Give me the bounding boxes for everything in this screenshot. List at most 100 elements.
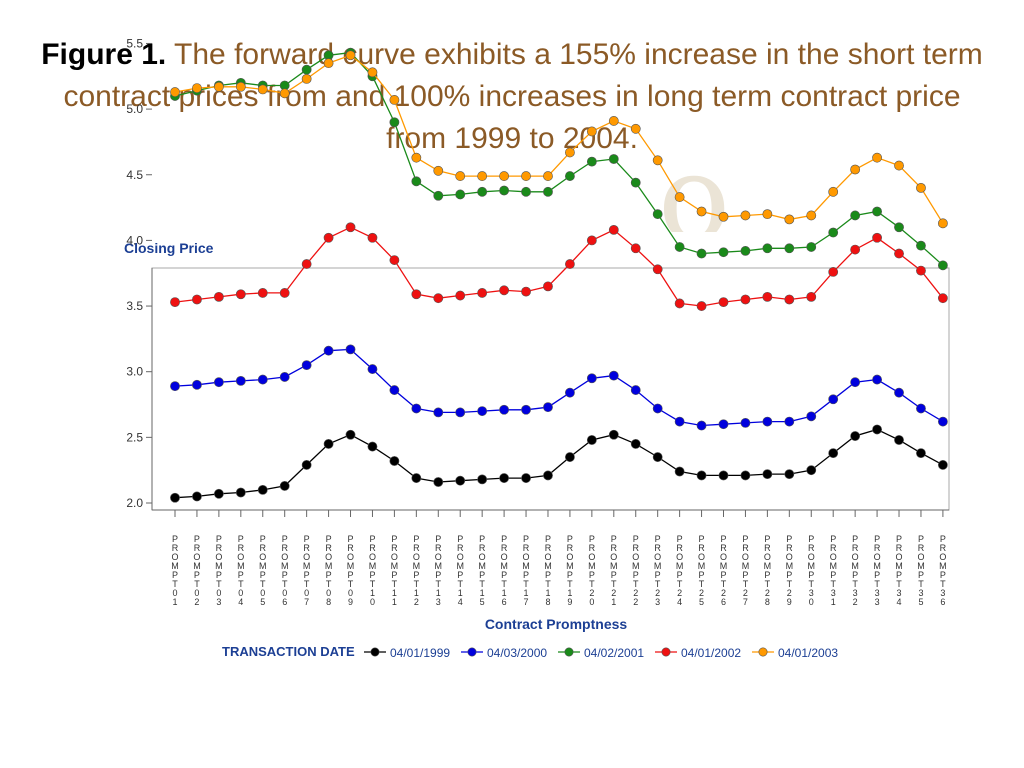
data-point xyxy=(301,74,312,84)
data-point xyxy=(170,87,180,97)
data-point xyxy=(345,429,356,440)
data-point xyxy=(367,67,378,78)
legend-swatch-marker xyxy=(661,647,671,657)
data-point xyxy=(235,487,246,498)
data-point xyxy=(608,154,619,164)
data-point xyxy=(170,492,180,503)
data-point xyxy=(894,160,904,171)
data-point xyxy=(411,289,422,300)
data-point xyxy=(916,240,926,251)
data-point xyxy=(323,58,334,69)
data-point xyxy=(389,255,400,265)
data-point xyxy=(586,435,597,445)
data-point xyxy=(477,406,488,416)
data-point xyxy=(608,116,619,126)
data-point xyxy=(850,210,861,221)
data-point xyxy=(521,404,531,415)
data-point xyxy=(433,293,444,304)
data-point xyxy=(828,267,839,277)
data-point xyxy=(740,210,751,221)
data-point xyxy=(894,435,904,445)
series-line-04/01/2002 xyxy=(174,226,944,307)
data-point xyxy=(301,460,312,470)
series-line-04/01/2003 xyxy=(174,54,944,224)
data-point xyxy=(850,244,861,255)
data-point xyxy=(806,465,817,476)
data-point xyxy=(192,379,202,390)
data-point xyxy=(367,441,378,452)
data-point xyxy=(872,232,882,243)
data-point xyxy=(762,469,773,480)
data-point xyxy=(806,210,817,221)
caption-text: The forward curve exhibits a 155% increa… xyxy=(63,38,983,155)
data-point xyxy=(894,387,904,398)
data-point xyxy=(674,242,685,252)
data-point xyxy=(213,81,224,92)
data-point xyxy=(433,165,444,176)
data-point xyxy=(586,235,597,246)
data-point xyxy=(784,416,795,427)
data-point xyxy=(608,429,619,440)
data-point xyxy=(674,416,685,427)
data-point xyxy=(279,481,290,491)
legend-swatch-marker xyxy=(564,647,574,657)
data-point xyxy=(213,488,224,499)
legend-label: 04/01/2003 xyxy=(778,646,838,660)
data-point xyxy=(565,387,575,398)
data-point xyxy=(301,259,312,269)
data-point xyxy=(586,126,597,137)
data-point xyxy=(192,491,202,502)
y-tick-label: 5.0 xyxy=(126,102,143,116)
data-point xyxy=(938,260,948,271)
y-tick-label: 2.5 xyxy=(126,430,143,444)
data-point xyxy=(652,452,663,462)
legend-label: 04/01/1999 xyxy=(390,646,450,660)
data-point xyxy=(213,377,224,388)
data-point xyxy=(521,171,531,181)
data-point xyxy=(235,81,246,92)
data-point xyxy=(521,286,531,297)
legend-label: 04/03/2000 xyxy=(487,646,547,660)
data-point xyxy=(170,381,180,392)
legend-label: 04/02/2001 xyxy=(584,646,644,660)
series-layer xyxy=(170,47,948,503)
data-point xyxy=(367,364,378,374)
data-point xyxy=(323,439,334,449)
data-point xyxy=(345,50,356,61)
data-point xyxy=(938,218,948,229)
data-point xyxy=(630,385,641,395)
data-point xyxy=(608,224,619,235)
data-point xyxy=(630,243,641,254)
data-point xyxy=(433,190,444,201)
data-point xyxy=(565,171,575,181)
data-point xyxy=(192,83,202,93)
data-point xyxy=(806,291,817,302)
data-point xyxy=(806,242,817,252)
data-point xyxy=(828,448,839,459)
data-point xyxy=(850,377,861,388)
data-point xyxy=(323,345,334,356)
data-point xyxy=(916,182,926,193)
data-point xyxy=(477,171,488,181)
data-point xyxy=(499,404,509,415)
data-point xyxy=(894,248,904,259)
data-point xyxy=(674,466,685,477)
y-tick-label: 3.5 xyxy=(126,299,143,313)
plot-area xyxy=(151,267,950,511)
